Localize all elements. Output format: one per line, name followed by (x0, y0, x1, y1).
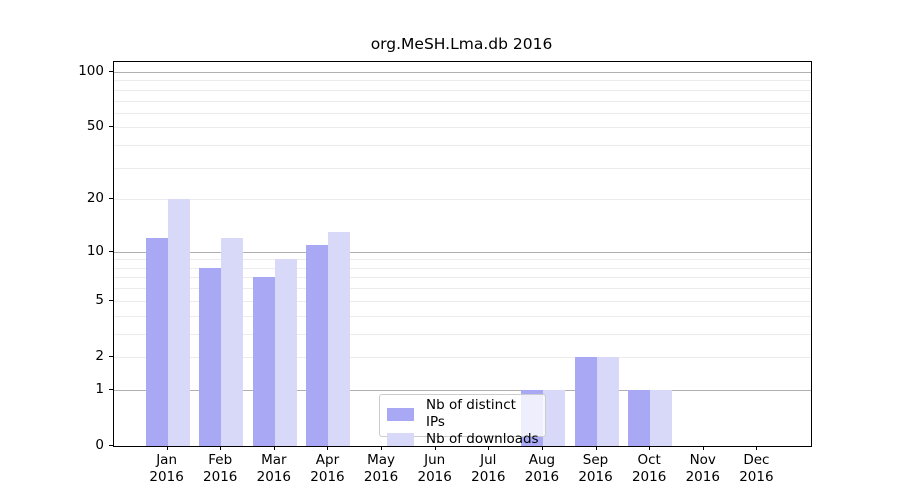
bar-downloads (596, 356, 619, 446)
legend-entry: Nb of downloads (387, 431, 539, 448)
bar-downloads (542, 389, 565, 446)
bar-distinct-ips (145, 238, 168, 446)
plot-area (113, 61, 812, 447)
x-tick-label: Nov 2016 (685, 452, 720, 485)
x-tick-label: Jul 2016 (471, 452, 506, 485)
bar-downloads (650, 389, 673, 446)
major-gridline (114, 72, 811, 73)
bar-downloads (328, 232, 351, 446)
x-tick-label: Sep 2016 (578, 452, 613, 485)
minor-gridline (114, 80, 811, 82)
x-tick-label: Jan 2016 (149, 452, 184, 485)
x-tick-label: Mar 2016 (256, 452, 292, 485)
bar-distinct-ips (306, 244, 329, 446)
legend-label: Nb of distinct IPs (426, 397, 516, 430)
minor-gridline (114, 112, 811, 114)
legend-entry: Nb of distinct IPs (387, 397, 539, 431)
major-gridline (114, 251, 811, 253)
minor-gridline (114, 100, 811, 102)
minor-gridline (114, 277, 811, 279)
bar-downloads (221, 238, 244, 446)
y-tick-label: 5 (95, 291, 104, 308)
x-tick-label: May 2016 (363, 452, 399, 485)
x-tick-label: Oct 2016 (631, 452, 667, 485)
minor-gridline (114, 145, 811, 147)
x-tick-label: Jun 2016 (417, 452, 452, 485)
minor-gridline (114, 167, 811, 169)
legend: Nb of distinct IPs Nb of downloads (379, 394, 546, 447)
minor-gridline (114, 300, 811, 302)
y-tick-label: 10 (86, 242, 104, 259)
major-gridline (114, 389, 811, 391)
bar-downloads (167, 199, 190, 446)
minor-gridline (114, 259, 811, 261)
y-tick-label: 50 (86, 118, 104, 135)
minor-gridline (114, 89, 811, 91)
y-tick-label: 1 (95, 380, 104, 397)
minor-gridline (114, 288, 811, 290)
bar-distinct-ips (574, 356, 597, 446)
x-tick-label: Dec 2016 (739, 452, 774, 485)
y-tick-label: 0 (95, 437, 104, 453)
legend-label: Nb of downloads (426, 431, 539, 447)
minor-gridline (114, 315, 811, 317)
x-tick-label: Aug 2016 (524, 452, 560, 485)
bar-distinct-ips (199, 267, 222, 446)
x-tick-label: Feb 2016 (203, 452, 238, 485)
bar-distinct-ips (628, 389, 651, 446)
y-tick-label: 20 (86, 190, 104, 207)
bar-downloads (274, 259, 297, 446)
bar-distinct-ips (252, 277, 275, 446)
legend-swatch (387, 433, 414, 446)
minor-gridline (114, 267, 811, 269)
y-tick-label: 2 (95, 347, 104, 364)
chart-title: org.MeSH.Lma.db 2016 (370, 35, 553, 53)
gridlines-layer (114, 62, 811, 446)
bars-layer (114, 62, 811, 446)
minor-gridline (114, 127, 811, 129)
minor-gridline (114, 333, 811, 335)
x-tick-label: Apr 2016 (310, 452, 345, 485)
legend-swatch (387, 407, 414, 421)
minor-gridline (114, 199, 811, 201)
minor-gridline (114, 356, 811, 358)
y-tick-label: 100 (78, 63, 104, 79)
